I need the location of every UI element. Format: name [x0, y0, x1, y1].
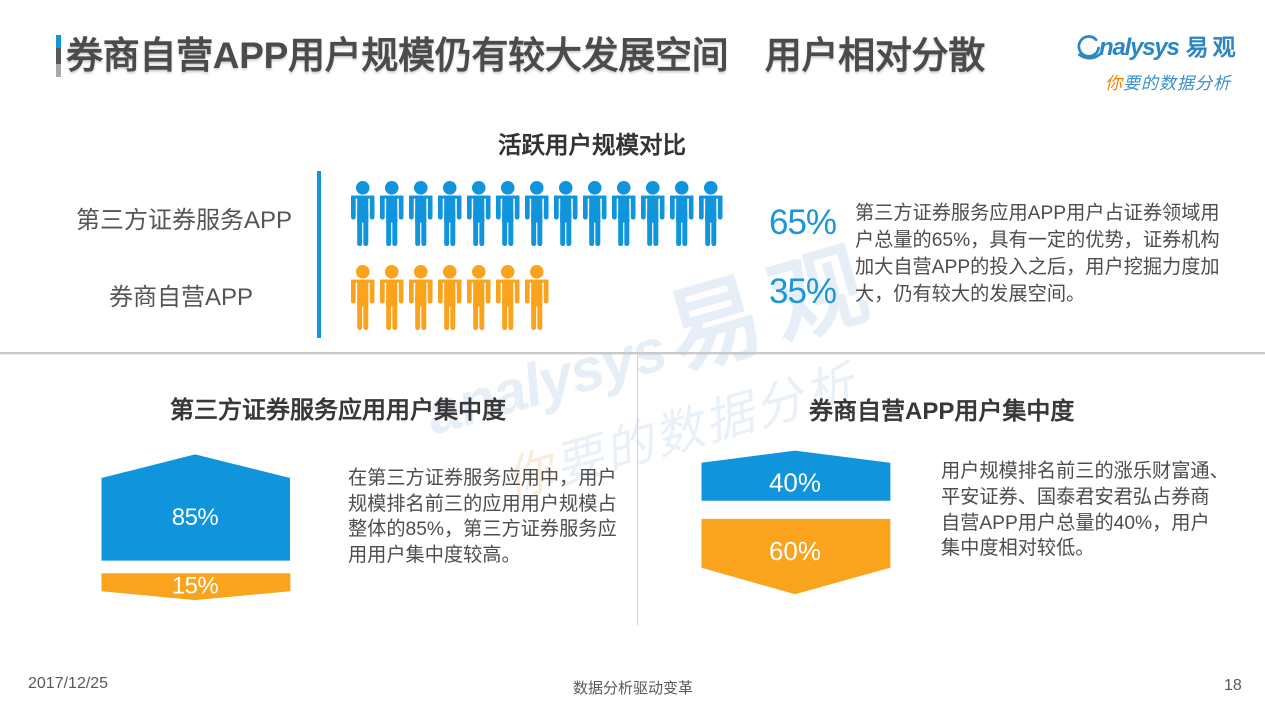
- svg-text:40%: 40%: [769, 468, 821, 498]
- svg-text:60%: 60%: [769, 536, 821, 566]
- svg-text:85%: 85%: [172, 504, 219, 531]
- svg-text:15%: 15%: [172, 573, 219, 600]
